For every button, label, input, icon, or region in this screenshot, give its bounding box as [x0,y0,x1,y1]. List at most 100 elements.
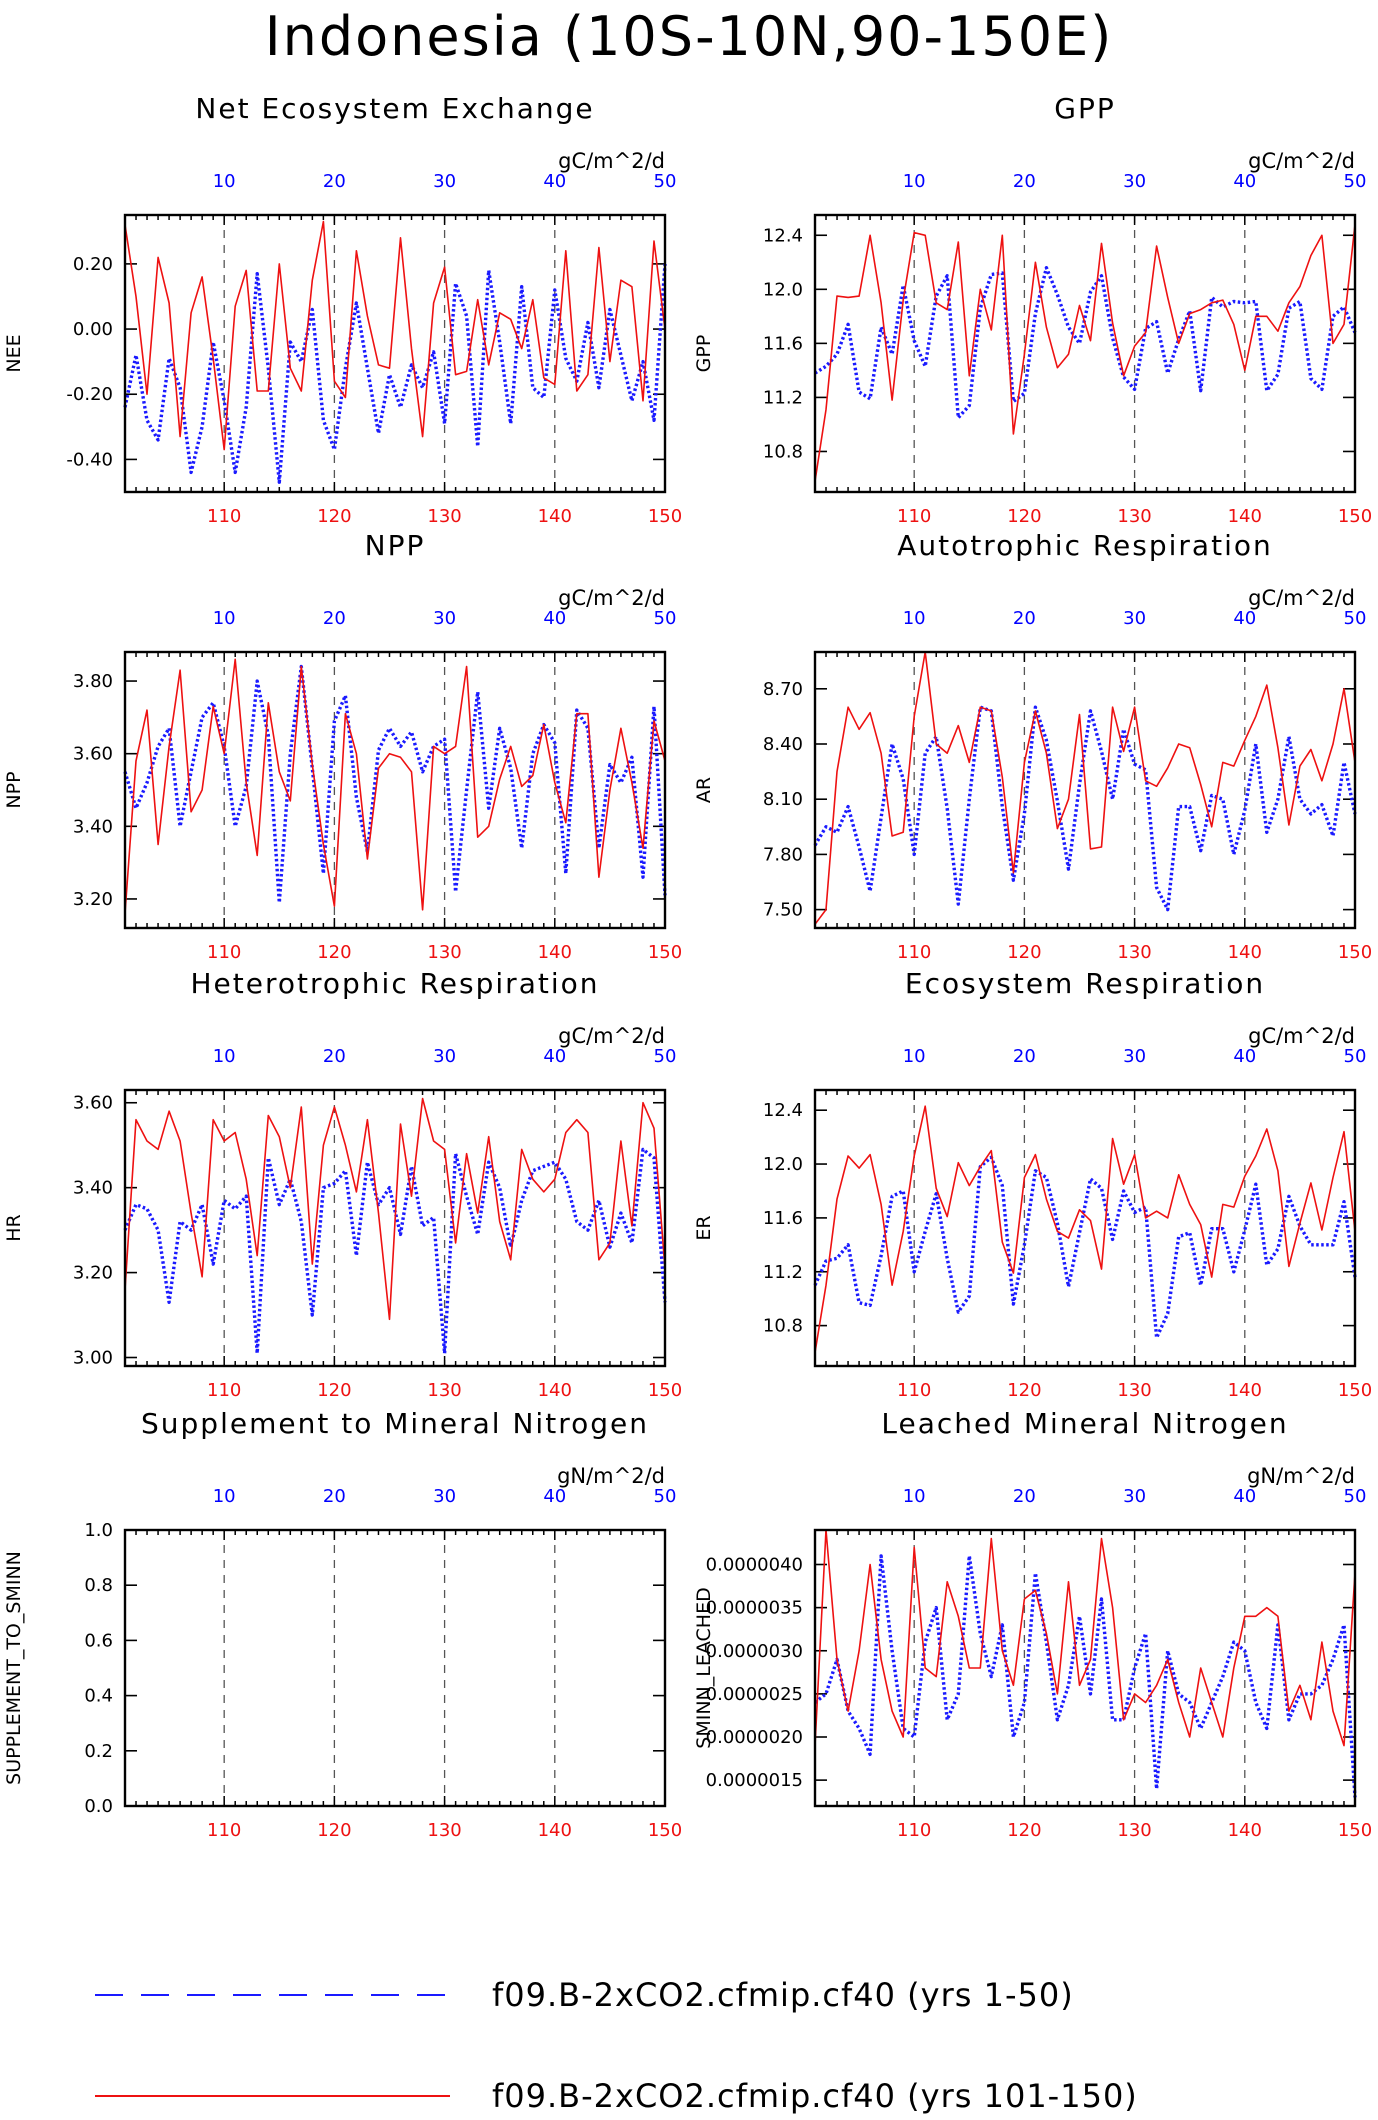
top-tick-label: 10 [903,1046,926,1067]
y-tick-label: 0.6 [84,1630,113,1651]
top-tick-label: 40 [1233,1486,1256,1507]
y-tick-label: 8.10 [763,789,803,810]
bottom-tick-label: 110 [207,1380,241,1401]
legend: f09.B-2xCO2.cfmip.cf40 (yrs 1-50) f09.B-… [95,1976,1138,2115]
units-label: gC/m^2/d [1248,149,1355,173]
top-tick-label: 40 [543,171,566,192]
top-tick-label: 20 [1013,1486,1036,1507]
bottom-tick-label: 130 [427,506,461,527]
series-line-yrs-101-150 [124,658,666,914]
bottom-tick-label: 120 [317,506,351,527]
top-tick-label: 20 [1013,171,1036,192]
y-axis-label: GPP [693,335,715,373]
panel-leached-mineral-nitrogen: Leached Mineral Nitrogen gN/m^2/d SMINN_LE… [693,1407,1372,1841]
y-tick-label: 11.2 [763,387,803,408]
y-tick-label: 7.50 [763,900,803,921]
top-tick-label: 20 [1013,1046,1036,1067]
y-tick-label: 12.0 [763,279,803,300]
top-tick-label: 50 [1344,1046,1367,1067]
top-tick-label: 30 [1123,1046,1146,1067]
units-label: gC/m^2/d [558,586,665,610]
bottom-tick-label: 120 [1007,506,1041,527]
panel-npp: NPP gC/m^2/d NPP 10 20 30 40 50 110 120 130 140 150 3… [3,529,682,963]
bottom-tick-label: 150 [648,1380,682,1401]
y-tick-label: 0.20 [73,254,113,275]
top-tick-label: 10 [903,1486,926,1507]
bottom-tick-label: 120 [317,1380,351,1401]
figure-title: Indonesia (10S-10N,90-150E) [265,5,1114,68]
y-tick-label: 3.40 [73,1178,113,1199]
top-tick-label: 10 [903,608,926,629]
bottom-tick-label: 110 [207,942,241,963]
top-tick-label: 30 [1123,1486,1146,1507]
y-tick-label: 0.8 [84,1575,113,1596]
top-tick-label: 20 [323,1486,346,1507]
panel-autotrophic-respiration: Autotrophic Respiration gC/m^2/d AR 10 20 30 4… [693,529,1372,963]
series-line-yrs-1-50 [813,1554,1357,1798]
top-tick-label: 40 [543,608,566,629]
bottom-tick-label: 150 [648,942,682,963]
y-tick-label: 8.40 [763,734,803,755]
y-tick-label: 11.6 [763,1208,803,1229]
y-tick-label: 12.4 [763,225,803,246]
series-line-yrs-101-150 [814,1529,1356,1747]
series-line-yrs-1-50 [813,1155,1357,1340]
y-tick-label: 0.2 [84,1741,113,1762]
y-tick-label: 3.20 [73,1263,113,1284]
bottom-tick-label: 110 [897,942,931,963]
bottom-tick-label: 120 [1007,1820,1041,1841]
legend-label-yrs-1-50: f09.B-2xCO2.cfmip.cf40 (yrs 1-50) [492,1976,1074,2014]
bottom-tick-label: 140 [538,1820,572,1841]
y-tick-label: 3.40 [73,816,113,837]
y-tick-label: 0.0000025 [706,1684,803,1705]
bottom-tick-label: 140 [538,942,572,963]
y-tick-label: 10.8 [763,1316,803,1337]
y-tick-label: 0.0000040 [706,1555,803,1576]
top-tick-label: 40 [543,1046,566,1067]
panel-heterotrophic-respiration: Heterotrophic Respiration gC/m^2/d HR 10 20 3… [3,967,682,1401]
units-label: gC/m^2/d [558,149,665,173]
y-tick-label: 8.70 [763,679,803,700]
panel-title: NPP [365,529,426,562]
y-tick-label: 3.60 [73,744,113,765]
panel-net-ecosystem-exchange: Net Ecosystem Exchange gC/m^2/d NEE 10 20 30 4… [3,92,682,527]
units-label: gC/m^2/d [1248,586,1355,610]
bottom-tick-label: 130 [1117,1820,1151,1841]
y-tick-label: 11.2 [763,1262,803,1283]
panels: Net Ecosystem Exchange gC/m^2/d NEE 10 20 30 4… [3,92,1372,1841]
bottom-tick-label: 110 [207,1820,241,1841]
panel-title: Supplement to Mineral Nitrogen [141,1407,649,1440]
bottom-tick-label: 150 [1338,942,1372,963]
y-tick-label: 0.0 [84,1796,113,1817]
top-tick-label: 20 [323,608,346,629]
plot-frame [813,1528,1357,1808]
plot-frame [813,213,1357,494]
bottom-tick-label: 130 [1117,1380,1151,1401]
top-tick-label: 30 [433,1486,456,1507]
bottom-tick-label: 130 [427,1380,461,1401]
bottom-tick-label: 120 [1007,1380,1041,1401]
top-tick-label: 50 [654,171,677,192]
legend-label-yrs-101-150: f09.B-2xCO2.cfmip.cf40 (yrs 101-150) [492,2077,1138,2115]
y-tick-label: 7.80 [763,844,803,865]
top-tick-label: 20 [1013,608,1036,629]
bottom-tick-label: 140 [538,1380,572,1401]
units-label: gC/m^2/d [1248,1024,1355,1048]
series-line-yrs-101-150 [124,220,666,451]
bottom-tick-label: 110 [897,1380,931,1401]
top-tick-label: 40 [1233,608,1256,629]
panel-title: Ecosystem Respiration [905,967,1265,1000]
series-line-yrs-101-150 [814,1105,1356,1353]
top-tick-label: 40 [1233,171,1256,192]
panel-title: Heterotrophic Respiration [191,967,600,1000]
top-tick-label: 30 [1123,171,1146,192]
y-tick-label: 3.20 [73,889,113,910]
y-tick-label: 0.00 [73,319,113,340]
series-line-yrs-1-50 [123,1147,667,1356]
y-axis-label: SMINN_LEACHED [693,1587,715,1748]
panel-title: Autotrophic Respiration [897,529,1272,562]
y-axis-label: ER [693,1215,715,1240]
top-tick-label: 10 [213,608,236,629]
series-line-yrs-1-50 [814,266,1357,420]
